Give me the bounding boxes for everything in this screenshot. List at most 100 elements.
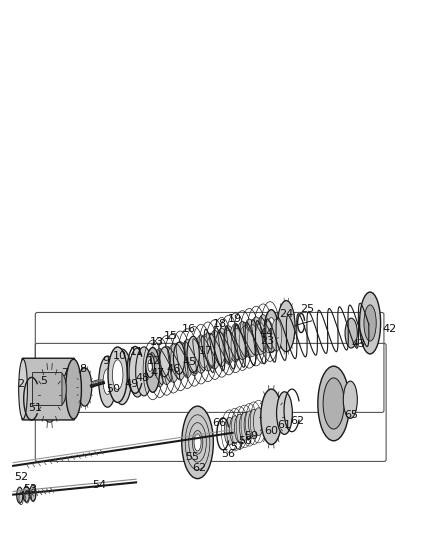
Ellipse shape: [181, 406, 213, 479]
Ellipse shape: [223, 330, 233, 362]
FancyBboxPatch shape: [32, 373, 62, 406]
Ellipse shape: [181, 340, 193, 378]
Text: 9: 9: [102, 357, 109, 366]
Ellipse shape: [59, 367, 77, 416]
Ellipse shape: [146, 351, 159, 389]
Text: 8: 8: [79, 364, 86, 374]
Text: 51: 51: [28, 403, 42, 413]
Ellipse shape: [64, 381, 72, 403]
Ellipse shape: [160, 346, 172, 385]
Ellipse shape: [359, 292, 380, 354]
Ellipse shape: [17, 487, 23, 503]
Ellipse shape: [112, 349, 131, 405]
Ellipse shape: [250, 317, 262, 355]
Ellipse shape: [222, 326, 234, 364]
Ellipse shape: [112, 360, 123, 390]
Text: 56: 56: [221, 449, 235, 459]
Ellipse shape: [264, 310, 278, 352]
Text: 5: 5: [40, 376, 47, 385]
Ellipse shape: [239, 326, 249, 359]
Ellipse shape: [99, 356, 116, 407]
Ellipse shape: [215, 328, 227, 367]
Text: 50: 50: [106, 384, 120, 394]
Ellipse shape: [215, 332, 225, 364]
Ellipse shape: [174, 342, 186, 380]
Ellipse shape: [247, 325, 257, 357]
Ellipse shape: [239, 413, 249, 440]
Text: 46: 46: [166, 364, 180, 374]
Text: 42: 42: [382, 325, 396, 334]
Text: 60: 60: [264, 426, 278, 435]
Text: 15: 15: [163, 331, 177, 341]
Text: 54: 54: [92, 480, 106, 490]
Ellipse shape: [201, 333, 214, 371]
Text: 62: 62: [192, 463, 206, 473]
Text: 16: 16: [181, 325, 195, 334]
Ellipse shape: [263, 321, 273, 353]
Ellipse shape: [18, 359, 27, 419]
Text: 23: 23: [259, 336, 273, 346]
Text: 49: 49: [124, 379, 138, 389]
Ellipse shape: [344, 318, 357, 348]
Text: 65: 65: [343, 410, 357, 419]
Ellipse shape: [229, 324, 241, 362]
Ellipse shape: [108, 347, 127, 402]
Ellipse shape: [263, 312, 276, 351]
Ellipse shape: [194, 335, 207, 373]
Ellipse shape: [55, 373, 66, 405]
Ellipse shape: [145, 354, 154, 377]
Text: 17: 17: [199, 346, 213, 356]
Text: 59: 59: [244, 431, 258, 441]
Ellipse shape: [248, 409, 258, 437]
Ellipse shape: [343, 381, 357, 418]
Ellipse shape: [363, 305, 375, 341]
Ellipse shape: [167, 344, 179, 382]
Text: 62: 62: [290, 416, 304, 426]
Text: 10: 10: [113, 351, 127, 361]
Ellipse shape: [118, 366, 126, 388]
Ellipse shape: [271, 319, 281, 351]
Ellipse shape: [234, 414, 244, 442]
Text: 66: 66: [212, 418, 226, 428]
Text: 19: 19: [227, 314, 241, 324]
Text: 12: 12: [146, 357, 160, 366]
Ellipse shape: [266, 318, 275, 344]
Ellipse shape: [253, 408, 263, 435]
Ellipse shape: [30, 485, 36, 501]
Ellipse shape: [173, 342, 184, 374]
Ellipse shape: [277, 301, 294, 352]
Text: 18: 18: [212, 319, 226, 329]
Ellipse shape: [153, 349, 166, 387]
Ellipse shape: [208, 330, 220, 369]
Text: 13: 13: [150, 337, 164, 347]
Ellipse shape: [236, 321, 248, 360]
Ellipse shape: [187, 337, 200, 376]
Text: 58: 58: [237, 437, 251, 446]
Text: 2: 2: [18, 379, 25, 389]
Text: 53: 53: [23, 484, 37, 494]
Ellipse shape: [254, 323, 265, 355]
Text: 48: 48: [135, 374, 149, 383]
Ellipse shape: [129, 348, 145, 397]
Text: 25: 25: [300, 304, 314, 314]
Ellipse shape: [198, 336, 209, 368]
Text: 43: 43: [350, 340, 364, 349]
Ellipse shape: [229, 416, 240, 443]
Ellipse shape: [244, 411, 254, 439]
Text: 61: 61: [277, 421, 291, 430]
Ellipse shape: [159, 347, 170, 377]
Ellipse shape: [322, 378, 343, 429]
Ellipse shape: [276, 392, 292, 434]
Text: 44: 44: [259, 328, 273, 338]
Ellipse shape: [194, 434, 201, 451]
Text: 52: 52: [14, 472, 28, 482]
FancyBboxPatch shape: [22, 358, 74, 420]
Ellipse shape: [317, 366, 349, 441]
Ellipse shape: [135, 347, 152, 396]
Ellipse shape: [145, 348, 159, 392]
Ellipse shape: [256, 314, 268, 353]
Text: 47: 47: [150, 368, 164, 378]
Text: 11: 11: [130, 347, 144, 357]
Ellipse shape: [243, 319, 255, 358]
Ellipse shape: [66, 359, 81, 419]
